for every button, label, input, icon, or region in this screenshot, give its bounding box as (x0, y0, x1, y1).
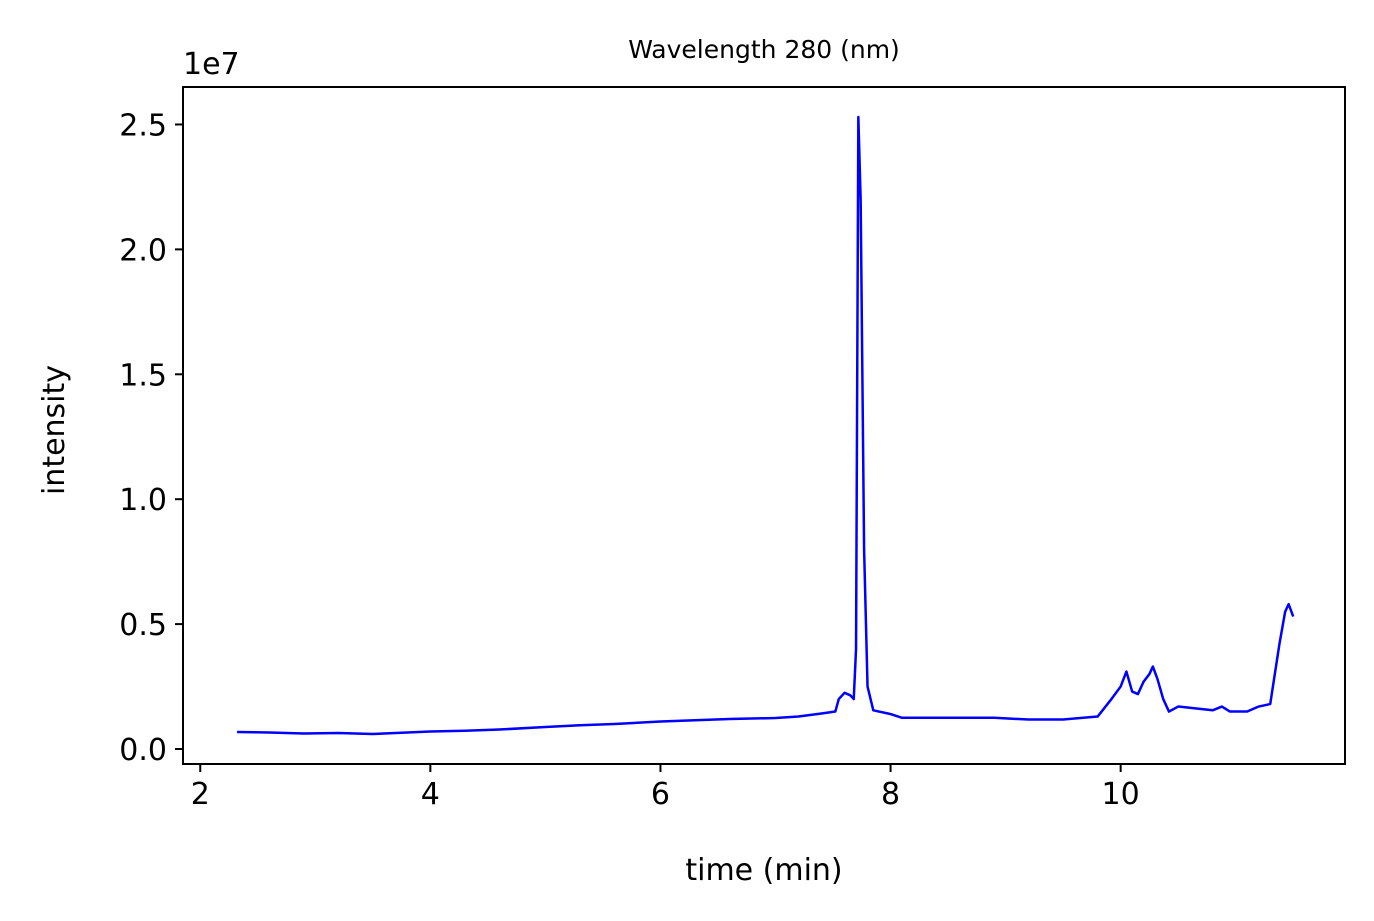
series-line-0 (237, 115, 1295, 736)
x-tick-label: 6 (651, 777, 670, 812)
chart-title: Wavelength 280 (nm) (628, 35, 900, 64)
x-tick-label: 4 (421, 777, 440, 812)
x-tick-label: 8 (881, 777, 900, 812)
y-tick-label: 2.0 (119, 233, 167, 268)
y-tick-label: 0.0 (119, 733, 167, 768)
y-tick-label: 1.0 (119, 483, 167, 518)
x-tick-label: 2 (191, 777, 210, 812)
y-axis-label: intensity (37, 365, 72, 495)
x-tick-label: 10 (1102, 777, 1140, 812)
y-tick-label: 1.5 (119, 358, 167, 393)
x-axis-label: time (min) (685, 853, 842, 888)
series-layer (237, 115, 1295, 736)
y-axis-ticks: 0.0 0.5 1.0 1.5 2.0 2.5 (119, 108, 183, 768)
y-axis-offset-label: 1e7 (183, 47, 240, 82)
x-axis-ticks: 2 4 6 8 10 (191, 764, 1140, 812)
y-tick-label: 0.5 (119, 608, 167, 643)
y-tick-label: 2.5 (119, 108, 167, 143)
plot-frame (182, 86, 1346, 765)
